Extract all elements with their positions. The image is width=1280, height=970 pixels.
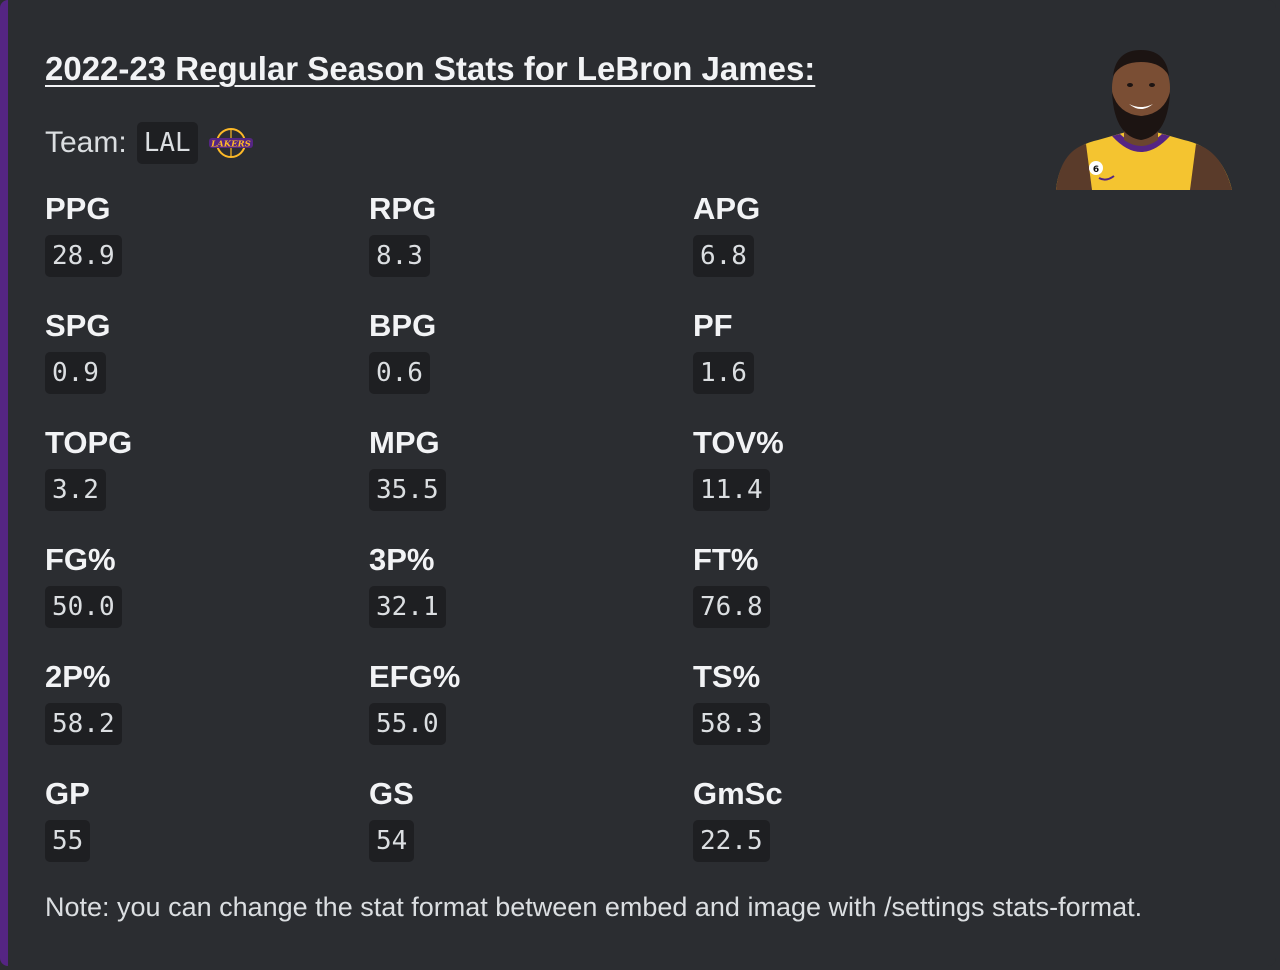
stat-value: 35.5 (369, 469, 446, 511)
stat-value: 8.3 (369, 235, 430, 277)
stat-value: 58.3 (693, 703, 770, 745)
team-label: Team: (45, 126, 127, 159)
stat-field: BPG 0.6 (369, 307, 689, 394)
team-code: LAL (136, 122, 198, 164)
stat-field: TOPG 3.2 (45, 424, 365, 511)
stat-name: BPG (369, 308, 437, 343)
stat-field: FT% 76.8 (693, 541, 1013, 628)
stat-value: 0.9 (45, 352, 106, 394)
stat-field: GmSc 22.5 (693, 775, 1013, 862)
stat-name: 2P% (45, 659, 111, 694)
stat-name: PPG (45, 191, 111, 226)
stat-value: 3.2 (45, 469, 106, 511)
svg-text:6: 6 (1093, 165, 1099, 175)
stat-field: EFG% 55.0 (369, 658, 689, 745)
stat-field: PPG 28.9 (45, 190, 365, 277)
stat-field: GP 55 (45, 775, 365, 862)
stat-field: APG 6.8 (693, 190, 1013, 277)
stat-field: SPG 0.9 (45, 307, 365, 394)
stat-field: GS 54 (369, 775, 689, 862)
stat-value: 55 (45, 820, 91, 862)
svg-text:LAKERS: LAKERS (210, 140, 251, 150)
stat-value: 22.5 (693, 820, 770, 862)
stat-name: EFG% (369, 659, 461, 694)
stat-name: PF (693, 308, 733, 343)
embed-title[interactable]: 2022-23 Regular Season Stats for LeBron … (45, 50, 816, 87)
stat-value: 6.8 (693, 235, 754, 277)
format-note: Note: you can change the stat format bet… (45, 892, 1143, 922)
stat-field: RPG 8.3 (369, 190, 689, 277)
lakers-logo-icon: LAKERS (208, 128, 253, 158)
stat-name: FG% (45, 542, 116, 577)
stat-value: 0.6 (369, 352, 430, 394)
stat-name: GP (45, 776, 90, 811)
stat-field: TS% 58.3 (693, 658, 1013, 745)
stat-name: 3P% (369, 542, 435, 577)
stat-name: MPG (369, 425, 440, 460)
stat-value: 55.0 (369, 703, 446, 745)
stat-name: APG (693, 191, 761, 226)
stat-name: GS (369, 776, 414, 811)
stat-value: 58.2 (45, 703, 122, 745)
stat-name: TOV% (693, 425, 784, 460)
stat-field: PF 1.6 (693, 307, 1013, 394)
stat-value: 1.6 (693, 352, 754, 394)
stat-value: 76.8 (693, 586, 770, 628)
stat-name: FT% (693, 542, 759, 577)
stat-name: RPG (369, 191, 437, 226)
stat-value: 54 (369, 820, 415, 862)
team-row: Team: LAL LAKERS (45, 122, 254, 164)
stat-value: 32.1 (369, 586, 446, 628)
stat-field: 2P% 58.2 (45, 658, 365, 745)
stat-field: 3P% 32.1 (369, 541, 689, 628)
stat-field: FG% 50.0 (45, 541, 365, 628)
stat-name: GmSc (693, 776, 783, 811)
stat-value: 50.0 (45, 586, 122, 628)
stat-value: 28.9 (45, 235, 122, 277)
stat-field: MPG 35.5 (369, 424, 689, 511)
player-headshot[interactable]: 6 (1046, 40, 1236, 190)
stat-value: 11.4 (693, 469, 770, 511)
stat-field: TOV% 11.4 (693, 424, 1013, 511)
stat-name: TS% (693, 659, 761, 694)
stat-name: TOPG (45, 425, 133, 460)
stat-name: SPG (45, 308, 111, 343)
